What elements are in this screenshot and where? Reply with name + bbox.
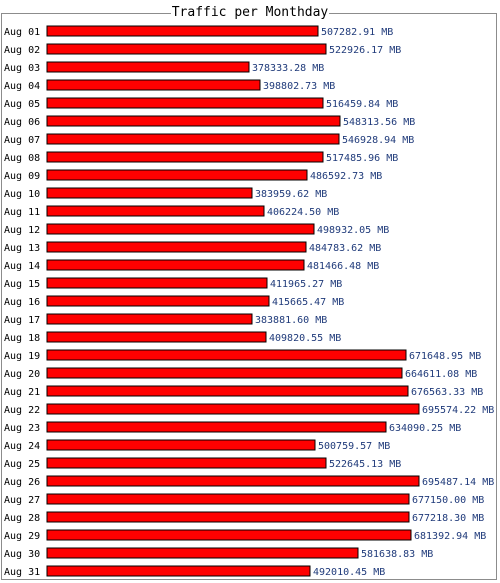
bar — [46, 151, 324, 163]
value-label: 681392.94 MB — [414, 531, 486, 542]
value-label: 500759.57 MB — [318, 441, 390, 452]
bar — [46, 277, 268, 289]
value-label: 664611.08 MB — [405, 369, 477, 380]
category-label: Aug 07 — [4, 135, 40, 146]
bar — [46, 421, 387, 433]
bar — [46, 367, 403, 379]
bar — [46, 349, 407, 361]
value-label: 383959.62 MB — [255, 189, 327, 200]
value-label: 481466.48 MB — [307, 261, 379, 272]
bar — [46, 493, 410, 505]
category-label: Aug 14 — [4, 261, 40, 272]
category-label: Aug 09 — [4, 171, 40, 182]
value-label: 676563.33 MB — [411, 387, 483, 398]
category-label: Aug 19 — [4, 351, 40, 362]
category-label: Aug 11 — [4, 207, 40, 218]
bar — [46, 97, 324, 109]
category-label: Aug 21 — [4, 387, 40, 398]
bar — [46, 439, 316, 451]
bar — [46, 331, 267, 343]
value-label: 378333.28 MB — [252, 63, 324, 74]
category-label: Aug 25 — [4, 459, 40, 470]
value-label: 398802.73 MB — [263, 81, 335, 92]
bar — [46, 511, 410, 523]
bar — [46, 565, 311, 577]
category-label: Aug 12 — [4, 225, 40, 236]
category-label: Aug 17 — [4, 315, 40, 326]
chart-title: Traffic per Monthday — [0, 4, 500, 22]
category-label: Aug 27 — [4, 495, 40, 506]
bar — [46, 313, 253, 325]
bar — [46, 43, 327, 55]
category-label: Aug 05 — [4, 99, 40, 110]
bar — [46, 79, 261, 91]
value-label: 695574.22 MB — [422, 405, 494, 416]
category-label: Aug 26 — [4, 477, 40, 488]
value-label: 581638.83 MB — [361, 549, 433, 560]
category-label: Aug 08 — [4, 153, 40, 164]
value-label: 677150.00 MB — [412, 495, 484, 506]
value-label: 415665.47 MB — [272, 297, 344, 308]
category-label: Aug 24 — [4, 441, 40, 452]
bar — [46, 223, 315, 235]
bar — [46, 475, 420, 487]
category-label: Aug 31 — [4, 567, 40, 578]
bar — [46, 547, 359, 559]
value-label: 522926.17 MB — [329, 45, 401, 56]
value-label: 634090.25 MB — [389, 423, 461, 434]
value-label: 486592.73 MB — [310, 171, 382, 182]
value-label: 516459.84 MB — [326, 99, 398, 110]
bar — [46, 259, 305, 271]
category-label: Aug 01 — [4, 27, 40, 38]
category-label: Aug 15 — [4, 279, 40, 290]
value-label: 484783.62 MB — [309, 243, 381, 254]
bar — [46, 403, 420, 415]
category-label: Aug 29 — [4, 531, 40, 542]
category-label: Aug 28 — [4, 513, 40, 524]
value-label: 507282.91 MB — [321, 27, 393, 38]
bar — [46, 133, 340, 145]
category-label: Aug 02 — [4, 45, 40, 56]
value-label: 383881.60 MB — [255, 315, 327, 326]
value-label: 548313.56 MB — [343, 117, 415, 128]
value-label: 492010.45 MB — [313, 567, 385, 578]
category-label: Aug 06 — [4, 117, 40, 128]
category-label: Aug 30 — [4, 549, 40, 560]
category-label: Aug 16 — [4, 297, 40, 308]
category-label: Aug 10 — [4, 189, 40, 200]
value-label: 522645.13 MB — [329, 459, 401, 470]
category-label: Aug 22 — [4, 405, 40, 416]
category-label: Aug 18 — [4, 333, 40, 344]
bar — [46, 61, 250, 73]
value-label: 411965.27 MB — [270, 279, 342, 290]
bar — [46, 295, 270, 307]
bar — [46, 241, 307, 253]
category-label: Aug 20 — [4, 369, 40, 380]
bar — [46, 115, 341, 127]
value-label: 409820.55 MB — [269, 333, 341, 344]
category-label: Aug 03 — [4, 63, 40, 74]
bar — [46, 205, 265, 217]
bar — [46, 529, 412, 541]
value-label: 677218.30 MB — [412, 513, 484, 524]
value-label: 546928.94 MB — [342, 135, 414, 146]
category-label: Aug 13 — [4, 243, 40, 254]
value-label: 517485.96 MB — [326, 153, 398, 164]
bar — [46, 385, 409, 397]
value-label: 406224.50 MB — [267, 207, 339, 218]
value-label: 671648.95 MB — [409, 351, 481, 362]
bar — [46, 169, 308, 181]
category-label: Aug 23 — [4, 423, 40, 434]
category-label: Aug 04 — [4, 81, 40, 92]
chart-title-text: Traffic per Monthday — [170, 5, 330, 20]
bar — [46, 25, 319, 37]
value-label: 695487.14 MB — [422, 477, 494, 488]
bar — [46, 457, 327, 469]
bar — [46, 187, 253, 199]
value-label: 498932.05 MB — [317, 225, 389, 236]
